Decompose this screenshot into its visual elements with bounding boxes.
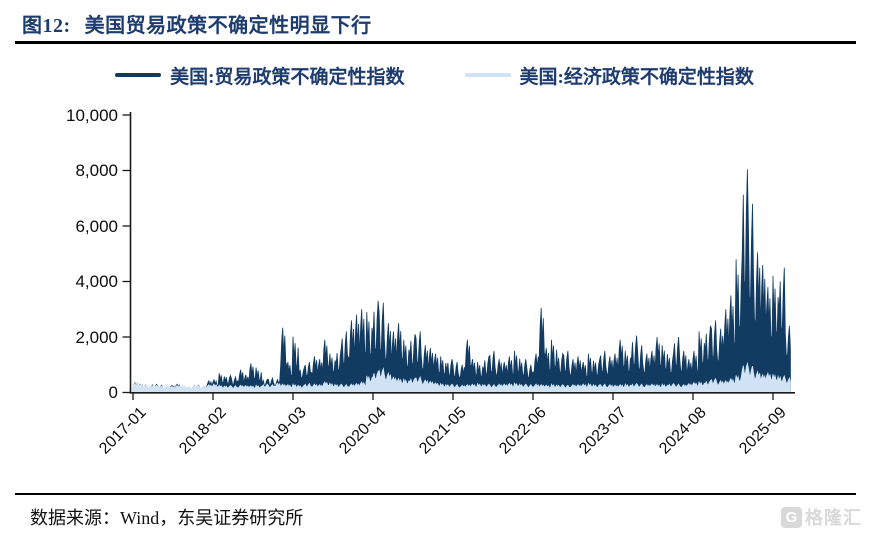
figure-title-text: 美国贸易政策不确定性明显下行 [84,15,372,37]
y-tick-label: 0 [108,383,118,402]
y-tick-label: 6,000 [75,216,118,236]
y-tick-label: 4,000 [75,272,118,291]
y-tick-label: 2,000 [75,327,118,347]
legend-line-swatch [115,73,162,77]
legend-label: 美国:贸易政策不确定性指数 [170,66,405,88]
series-area-1 [132,361,791,393]
y-tick-label: 8,000 [75,161,118,180]
legend-label: 美国:经济政策不确定性指数 [519,66,754,88]
legend-line-swatch [464,73,511,77]
footer-divider [15,493,856,495]
data-source-note: 数据来源：Wind，东吴证券研究所 [30,508,304,528]
figure-title: 图12: 美国贸易政策不确定性明显下行 [22,9,372,38]
title-divider [15,41,856,44]
chart-legend: 美国:贸易政策不确定性指数 美国:经济政策不确定性指数 [0,61,869,89]
legend-item-economic-policy: 美国:经济政策不确定性指数 [464,62,754,89]
gelonghui-logo-icon: G [781,506,802,528]
legend-item-trade-policy: 美国:贸易政策不确定性指数 [115,62,405,89]
figure-number: 图12: [22,15,71,37]
gelonghui-logo-text: 格隆汇 [805,508,862,528]
y-tick-label: 10,000 [66,105,118,125]
series-area-0 [132,169,791,393]
gelonghui-logo: G 格隆汇 [781,504,862,530]
